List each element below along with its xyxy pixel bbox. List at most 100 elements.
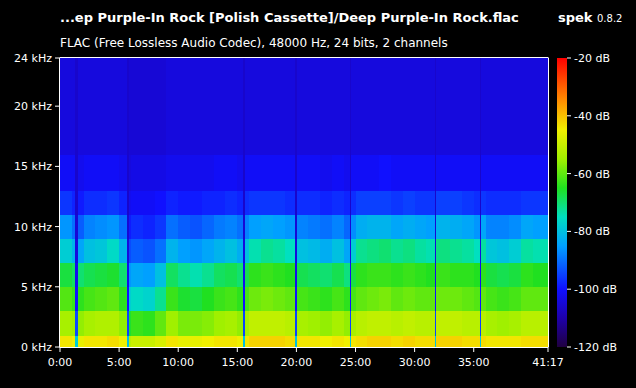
cell (436, 154, 450, 191)
cell (486, 58, 498, 155)
cell (72, 154, 76, 191)
cell (225, 154, 237, 191)
cell (391, 263, 403, 288)
cell (356, 215, 368, 240)
cell (237, 239, 244, 264)
cell (107, 58, 119, 155)
cell (261, 190, 273, 215)
cell (367, 287, 379, 312)
cell (237, 287, 244, 312)
cell (403, 311, 415, 336)
cell (214, 239, 226, 264)
cell (320, 154, 332, 191)
cell (533, 335, 548, 347)
cell (249, 58, 261, 155)
cell (214, 215, 226, 240)
cell (119, 287, 127, 312)
cell (521, 190, 533, 215)
cell (131, 58, 143, 155)
cell (297, 287, 309, 312)
cell (332, 190, 344, 215)
cell (509, 190, 521, 215)
cell (351, 263, 356, 288)
colorbar-tick (567, 289, 571, 290)
cell (403, 263, 415, 288)
cell (95, 311, 107, 336)
cell (202, 239, 214, 264)
cell (119, 154, 127, 191)
cell (107, 335, 119, 347)
cell (225, 239, 237, 264)
cell (486, 215, 498, 240)
app-name: spek (558, 10, 593, 25)
cell (509, 311, 521, 336)
cell (509, 263, 521, 288)
cell (155, 58, 167, 155)
cell (95, 239, 107, 264)
x-axis (60, 347, 549, 348)
cell (351, 287, 356, 312)
cell (143, 190, 155, 215)
cell (521, 263, 533, 288)
cell (285, 287, 296, 312)
app-version: 0.8.2 (597, 13, 622, 24)
cell (436, 58, 450, 155)
cell (155, 190, 167, 215)
cell (436, 239, 450, 264)
cell (249, 263, 261, 288)
cell (320, 58, 332, 155)
cell (178, 287, 190, 312)
cell (237, 335, 244, 347)
cell (474, 263, 481, 288)
cell (436, 263, 450, 288)
colorbar-tick-label: -100 dB (574, 283, 617, 296)
cell (225, 58, 237, 155)
cell (332, 154, 344, 191)
x-tick-label: 41:17 (532, 356, 564, 369)
cell (497, 287, 509, 312)
x-tick (60, 348, 61, 353)
cell (249, 154, 261, 191)
cell (533, 311, 548, 336)
cell (166, 311, 178, 336)
cell (190, 190, 202, 215)
right-axis (548, 58, 549, 348)
cell (190, 154, 202, 191)
cell (521, 335, 533, 347)
cell (533, 190, 548, 215)
cell (119, 311, 127, 336)
cell (107, 311, 119, 336)
cell (462, 215, 474, 240)
top-axis (60, 57, 549, 58)
cell (486, 239, 498, 264)
cell (297, 335, 309, 347)
cell (214, 190, 226, 215)
cell (415, 263, 427, 288)
x-tick (237, 348, 238, 353)
y-tick-label: 5 kHz (21, 281, 52, 294)
cell (273, 311, 285, 336)
colorbar-tick (567, 58, 571, 59)
cell (426, 287, 435, 312)
cell (474, 215, 481, 240)
colorbar-tick (567, 115, 571, 116)
cell (166, 190, 178, 215)
cell (367, 154, 379, 191)
title: ...ep Purple-In Rock [Polish Cassette]/D… (60, 10, 519, 25)
cell (474, 287, 481, 312)
y-tick-label: 24 kHz (14, 52, 52, 65)
cell (379, 190, 391, 215)
cell (415, 58, 427, 155)
colorbar (557, 58, 567, 347)
colorbar-tick (567, 173, 571, 174)
cell (297, 58, 309, 155)
y-tick (55, 166, 60, 167)
cell (436, 311, 450, 336)
cell (391, 154, 403, 191)
cell (225, 215, 237, 240)
y-tick (55, 286, 60, 287)
cell (415, 335, 427, 347)
cell (462, 239, 474, 264)
cell (403, 287, 415, 312)
cell (450, 263, 462, 288)
